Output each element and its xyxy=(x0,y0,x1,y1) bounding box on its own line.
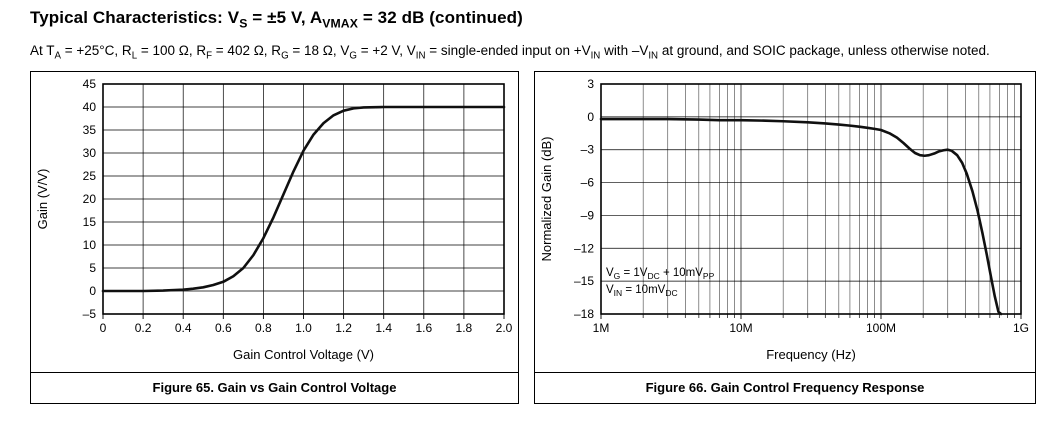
svg-text:0: 0 xyxy=(89,284,96,298)
svg-text:1.4: 1.4 xyxy=(375,321,392,335)
page-title: Typical Characteristics: VS = ±5 V, AVMA… xyxy=(30,8,523,31)
svg-text:1.6: 1.6 xyxy=(415,321,432,335)
svg-text:30: 30 xyxy=(83,146,97,160)
svg-text:10M: 10M xyxy=(729,321,752,335)
svg-text:25: 25 xyxy=(83,169,97,183)
svg-text:15: 15 xyxy=(83,215,97,229)
svg-text:10: 10 xyxy=(83,238,97,252)
svg-text:5: 5 xyxy=(89,261,96,275)
svg-text:40: 40 xyxy=(83,100,97,114)
svg-text:–6: –6 xyxy=(581,175,595,189)
figures-row: 0 0.2 0.4 0.6 0.8 1.0 1.2 1.4 1.6 1.8 2.0 –5 0 5 10 15 2… xyxy=(30,70,1047,404)
svg-text:45: 45 xyxy=(83,77,97,91)
svg-text:1.0: 1.0 xyxy=(295,321,312,335)
svg-text:–12: –12 xyxy=(574,241,594,255)
svg-text:35: 35 xyxy=(83,123,97,137)
svg-text:0.8: 0.8 xyxy=(255,321,272,335)
svg-text:3: 3 xyxy=(587,77,594,91)
svg-text:0.4: 0.4 xyxy=(175,321,192,335)
test-conditions: At TA = +25°C, RL = 100 Ω, RF = 402 Ω, R… xyxy=(30,43,990,62)
svg-text:1G: 1G xyxy=(1013,321,1029,335)
svg-text:VG = 1VDC + 10mVPP: VG = 1VDC + 10mVPP xyxy=(606,267,715,281)
svg-text:Frequency (Hz): Frequency (Hz) xyxy=(766,347,856,362)
svg-text:–18: –18 xyxy=(574,307,594,321)
svg-text:2.0: 2.0 xyxy=(496,321,513,335)
svg-text:–15: –15 xyxy=(574,274,594,288)
svg-text:–9: –9 xyxy=(581,208,595,222)
svg-text:–3: –3 xyxy=(581,142,595,156)
gain-vs-control-voltage-chart: 0 0.2 0.4 0.6 0.8 1.0 1.2 1.4 1.6 1.8 2.0–50510152… xyxy=(35,77,513,362)
svg-text:Gain (V/V): Gain (V/V) xyxy=(35,168,50,229)
svg-text:20: 20 xyxy=(83,192,97,206)
svg-text:0.2: 0.2 xyxy=(135,321,152,335)
svg-text:0.6: 0.6 xyxy=(215,321,232,335)
svg-text:VIN = 10mVDC: VIN = 10mVDC xyxy=(606,284,678,298)
svg-text:Normalized Gain (dB): Normalized Gain (dB) xyxy=(539,136,554,261)
svg-text:1M: 1M xyxy=(593,321,610,335)
svg-text:0: 0 xyxy=(100,321,107,335)
svg-text:Gain Control Voltage (V): Gain Control Voltage (V) xyxy=(233,347,374,362)
figure-66-panel: 1M 10M 100M 1G 3 0 –3 –6 –9 –12 –15 –18 Frequency (H… xyxy=(534,70,1036,404)
svg-text:1.8: 1.8 xyxy=(456,321,473,335)
svg-text:0: 0 xyxy=(587,109,594,123)
svg-text:–5: –5 xyxy=(83,307,97,321)
svg-text:1.2: 1.2 xyxy=(335,321,352,335)
figure-65-caption: Figure 65. Gain vs Gain Control Voltage xyxy=(31,371,518,403)
svg-text:100M: 100M xyxy=(866,321,896,335)
figure-66-caption: Figure 66. Gain Control Frequency Respon… xyxy=(535,371,1035,403)
figure-65-panel: 0 0.2 0.4 0.6 0.8 1.0 1.2 1.4 1.6 1.8 2.0 –5 0 5 10 15 2… xyxy=(30,70,519,404)
gain-control-frequency-response-chart: 1M 10M 100M 1G 3 0 –3 –6 –9 –12 –15 –18 Frequency (H… xyxy=(539,77,1029,362)
